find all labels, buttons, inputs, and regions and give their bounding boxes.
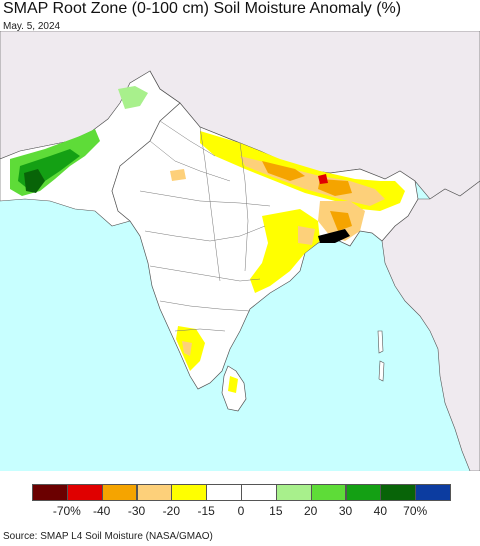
dry-core-bihar [262,161,305,181]
legend-tick-label: 40 [373,504,388,518]
legend-swatch [415,484,451,501]
dry-patch-kerala-light [182,341,192,356]
legend-tick-label: 20 [303,504,318,518]
legend-tick-label: 0 [237,504,245,518]
color-legend [32,484,451,502]
legend-tick-label: 15 [269,504,283,518]
region-india [111,70,419,390]
legend-swatch [101,484,138,501]
legend-tick-label: -70% [52,504,81,518]
legend-tick-label: 30 [338,504,353,518]
legend-swatch [136,484,173,501]
legend-tick-label: -15 [197,504,215,518]
soil-moisture-map [0,31,480,471]
dry-patch-sri-lanka [228,376,238,393]
legend-swatch [206,484,242,501]
dry-patch-central [170,169,186,181]
dry-core-red [318,174,328,184]
region-outside-east [381,180,480,471]
dry-patch-bangladesh-core [330,211,352,231]
legend-swatch [241,484,277,501]
legend-swatch [275,484,312,501]
legend-tick-label: -20 [162,504,180,518]
legend-swatch [66,484,103,501]
legend-swatch [32,484,68,501]
legend-tick-label: -30 [127,504,146,518]
map-date: May. 5, 2024 [3,21,61,32]
legend-tick-label: 70% [403,504,428,518]
map-title: SMAP Root Zone (0-100 cm) Soil Moisture … [3,0,402,17]
state-borders [139,120,271,332]
legend-tick-label: -40 [92,504,111,518]
wet-patch-north [118,86,148,109]
dry-core-bengal [318,179,352,196]
sundarbans-coast [318,229,350,243]
legend-swatch [345,484,382,501]
source-note: Source: SMAP L4 Soil Moisture (NASA/GMAO… [3,531,213,542]
legend-swatch [310,484,347,501]
wet-patch-coast [24,169,45,193]
andaman-islands [377,330,385,382]
legend-swatch [171,484,208,501]
legend-swatch [380,484,417,501]
dry-patch-east-coast-light [298,226,315,245]
